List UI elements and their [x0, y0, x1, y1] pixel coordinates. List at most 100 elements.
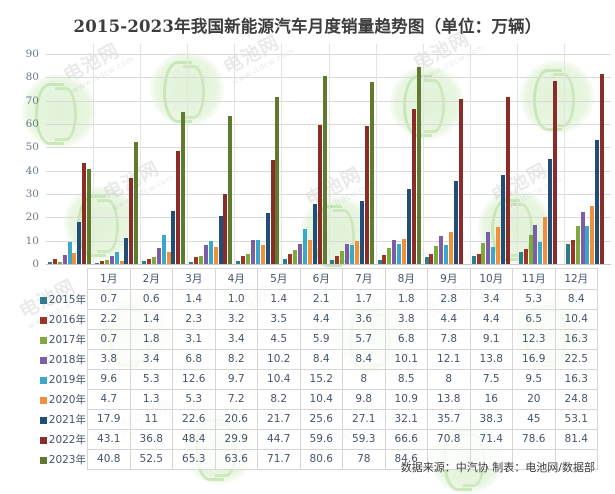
table-cell: 8: [427, 369, 471, 390]
chart-grid-and-bars: [46, 44, 611, 274]
category-separator: [234, 44, 236, 264]
bar-group-1月: [46, 44, 93, 264]
legend-item-2019年[interactable]: 2019年: [28, 369, 88, 390]
table-cell: 59.6: [299, 429, 343, 450]
page-title: 2015-2023年我国新能源汽车月度销量趋势图（单位：万辆）: [73, 17, 542, 36]
bar-2015年-4月: [189, 261, 194, 264]
bar-group-9月: [423, 44, 470, 264]
legend-item-2018年[interactable]: 2018年: [28, 349, 88, 370]
table-cell: 66.6: [384, 429, 428, 450]
bar-2022年-10月: [505, 97, 510, 264]
y-axis-tick-label: 70: [25, 94, 39, 107]
table-cell: 8.4: [342, 349, 386, 370]
y-axis-tick-label: 80: [25, 71, 39, 84]
bar-2016年-3月: [146, 258, 151, 264]
table-cell: 81.4: [554, 429, 598, 450]
table-cell: 1.4: [129, 309, 173, 330]
legend-item-2015年[interactable]: 2015年: [28, 289, 88, 310]
bar-2022年-7月: [364, 125, 369, 264]
table-col-header-7: 7月: [342, 268, 386, 290]
table-cell: 8.4: [554, 289, 598, 310]
y-axis: 0 10 20 30 40 50 60 70 80 90: [0, 44, 44, 274]
table-cell: 2.2: [87, 309, 131, 330]
table-cell: 2.1: [299, 289, 343, 310]
table-cell: 84.6: [384, 449, 428, 470]
bar-2021年-6月: [312, 204, 317, 264]
bar-2017年-7月: [340, 250, 345, 264]
legend-label: 2021年: [48, 413, 86, 426]
legend-label: 2015年: [48, 293, 86, 306]
table-cell: 5.3: [172, 389, 216, 410]
table-cell: 22.6: [172, 409, 216, 430]
table-cell: 6.8: [384, 329, 428, 350]
legend-item-2020年[interactable]: 2020年: [28, 389, 88, 410]
legend-item-2022年[interactable]: 2022年: [28, 429, 88, 450]
bar-2015年-8月: [377, 259, 382, 264]
table-col-header-1: 1月: [87, 268, 131, 290]
bar-2022年-11月: [553, 80, 558, 264]
y-axis-tick-label: 20: [25, 211, 39, 224]
table-cell: 16: [469, 389, 513, 410]
legend-swatch-icon: [39, 356, 47, 364]
bar-2020年-12月: [590, 206, 595, 264]
table-cell: 7.2: [214, 389, 258, 410]
bar-2016年-10月: [476, 253, 481, 264]
bar-2019年-1月: [67, 241, 72, 264]
legend-swatch-icon: [39, 296, 47, 304]
table-cell: 16.3: [554, 329, 598, 350]
bar-2019年-6月: [302, 228, 307, 264]
table-col-header-4: 4月: [214, 268, 258, 290]
table-cell: 27.1: [342, 409, 386, 430]
bar-2015年-6月: [283, 259, 288, 264]
category-separator: [375, 44, 377, 264]
bar-2018年-2月: [109, 256, 114, 264]
table-cell: 1.3: [129, 389, 173, 410]
table-cell: 9.7: [214, 369, 258, 390]
bar-2019年-10月: [491, 246, 496, 264]
legend-item-2016年[interactable]: 2016年: [28, 309, 88, 330]
bar-2020年-4月: [213, 247, 218, 264]
legend-item-2017年[interactable]: 2017年: [28, 329, 88, 350]
table-cell: 2.8: [427, 289, 471, 310]
bar-2018年-9月: [439, 235, 444, 264]
bar-2022年-9月: [458, 98, 463, 264]
table-col-header-11: 11月: [512, 268, 556, 290]
legend-label: 2023年: [48, 453, 86, 466]
table-row: 2022年 43.1 36.8 48.4 29.9 44.7 59.6 59.3 66.6 70.…: [28, 429, 598, 450]
bar-2022年-12月: [600, 74, 605, 264]
bar-2016年-8月: [382, 255, 387, 264]
table-cell: 3.4: [469, 289, 513, 310]
bar-2018年-12月: [580, 211, 585, 264]
legend-item-2021年[interactable]: 2021年: [28, 409, 88, 430]
category-separator: [328, 44, 330, 264]
bar-2020年-7月: [354, 241, 359, 264]
bar-2021年-5月: [265, 213, 270, 264]
bar-group-10月: [470, 44, 517, 264]
table-cell: 20.6: [214, 409, 258, 430]
table-cell: 9.8: [342, 389, 386, 410]
legend-swatch-icon: [39, 396, 47, 404]
table-cell: 8.4: [299, 349, 343, 370]
bar-2015年-12月: [565, 244, 570, 264]
y-axis-tick-label: 40: [25, 164, 39, 177]
bar-2017年-12月: [575, 225, 580, 264]
legend-swatch-icon: [39, 436, 47, 444]
source-note: 数据来源：中汽协 制表：电池网/数据部: [400, 461, 595, 474]
table-body: 2015年 0.7 0.6 1.4 1.0 1.4 2.1 1.7 1.8 2.8 3.4 5.3 8.…: [28, 289, 598, 470]
bar-2022年-1月: [82, 163, 87, 264]
category-separator: [422, 44, 424, 264]
bar-2023年-1月: [87, 168, 92, 264]
bar-2018年-3月: [156, 248, 161, 264]
legend-item-2023年[interactable]: 2023年: [28, 449, 88, 470]
table-row: 2018年 3.8 3.4 6.8 8.2 10.2 8.4 8.4 10.1 12.1 13.8 1…: [28, 349, 598, 370]
table-cell: 63.6: [214, 449, 258, 470]
table-cell: 8.2: [214, 349, 258, 370]
table-cell: 71.7: [257, 449, 301, 470]
table-cell: 1.4: [257, 289, 301, 310]
table-col-header-9: 9月: [427, 268, 471, 290]
bar-2018年-7月: [345, 244, 350, 264]
table-cell: 5.3: [129, 369, 173, 390]
table-cell: 10.4: [257, 369, 301, 390]
bar-2021年-4月: [218, 215, 223, 264]
legend-label: 2016年: [48, 313, 86, 326]
